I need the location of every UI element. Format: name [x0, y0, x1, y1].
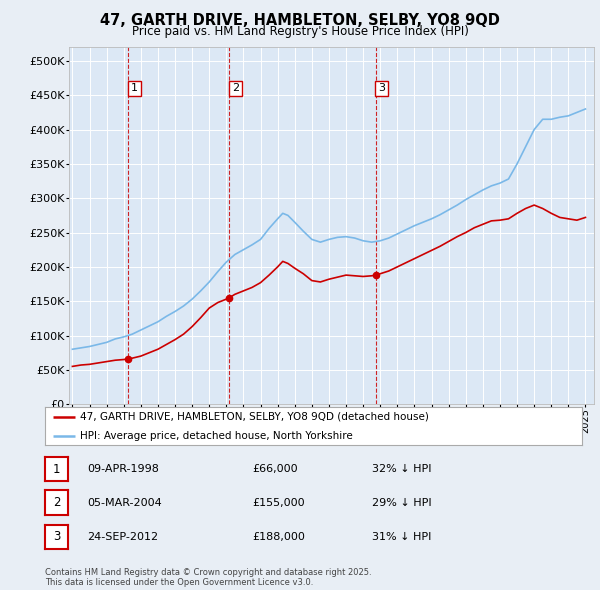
Text: HPI: Average price, detached house, North Yorkshire: HPI: Average price, detached house, Nort…	[80, 431, 353, 441]
Text: Price paid vs. HM Land Registry's House Price Index (HPI): Price paid vs. HM Land Registry's House …	[131, 25, 469, 38]
Text: 3: 3	[53, 530, 60, 543]
Text: 32% ↓ HPI: 32% ↓ HPI	[372, 464, 431, 474]
Text: 24-SEP-2012: 24-SEP-2012	[87, 532, 158, 542]
Text: 1: 1	[53, 463, 60, 476]
Text: 29% ↓ HPI: 29% ↓ HPI	[372, 498, 431, 507]
Text: 47, GARTH DRIVE, HAMBLETON, SELBY, YO8 9QD (detached house): 47, GARTH DRIVE, HAMBLETON, SELBY, YO8 9…	[80, 412, 429, 422]
Text: 1: 1	[131, 83, 138, 93]
Text: 31% ↓ HPI: 31% ↓ HPI	[372, 532, 431, 542]
Text: 09-APR-1998: 09-APR-1998	[87, 464, 159, 474]
Text: £188,000: £188,000	[252, 532, 305, 542]
Text: Contains HM Land Registry data © Crown copyright and database right 2025.
This d: Contains HM Land Registry data © Crown c…	[45, 568, 371, 587]
Text: 2: 2	[53, 496, 60, 509]
Text: £66,000: £66,000	[252, 464, 298, 474]
Text: 05-MAR-2004: 05-MAR-2004	[87, 498, 162, 507]
Text: 47, GARTH DRIVE, HAMBLETON, SELBY, YO8 9QD: 47, GARTH DRIVE, HAMBLETON, SELBY, YO8 9…	[100, 13, 500, 28]
Text: 3: 3	[378, 83, 385, 93]
Text: 2: 2	[232, 83, 239, 93]
Text: £155,000: £155,000	[252, 498, 305, 507]
